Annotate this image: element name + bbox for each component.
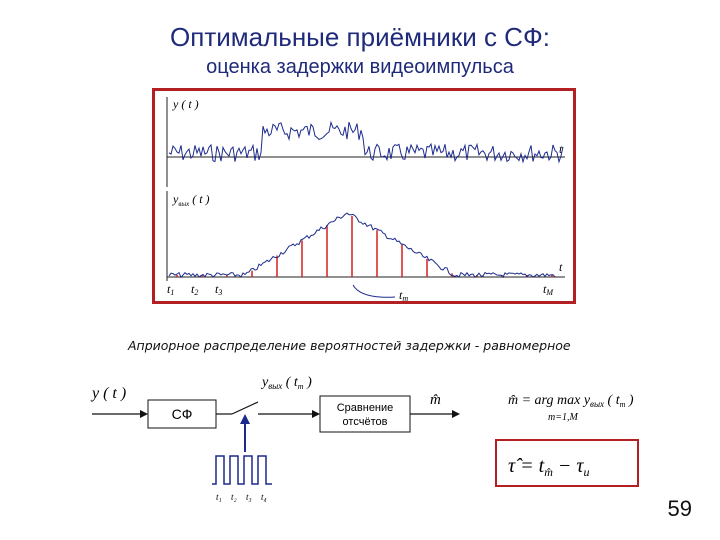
sample-label: yвых ( tm ) (260, 375, 312, 391)
argmax-underset: m=1,M (548, 412, 578, 423)
bottom-axis-label: t (559, 260, 563, 274)
t3-label: t3 (215, 282, 222, 297)
tM-label: tM (543, 282, 554, 297)
clock-arrow-head (240, 414, 250, 424)
clock-t3: t₃ (246, 492, 252, 502)
bottom-label: yвых ( t ) (172, 192, 210, 208)
signal-plot-frame: y ( t ) t yвых ( t ) t t1 t2 t3 tm tM (152, 88, 576, 304)
input-label: y ( t ) (90, 385, 126, 402)
output-arrow (452, 410, 460, 418)
output-label: m̂ (430, 392, 441, 408)
tm-label: tm (399, 288, 408, 301)
block-diagram: y ( t ) СФ yвых ( tm ) Сравнение отсчёто… (90, 375, 639, 502)
clock-pulse-train (212, 455, 272, 485)
t2-label: t2 (191, 282, 198, 297)
sampling-switch (231, 401, 259, 415)
switch-arrow (312, 410, 320, 418)
tm-pointer (352, 284, 396, 298)
clock-t2: t₂ (231, 492, 237, 502)
top-label: y ( t ) (172, 97, 199, 111)
sample-lines (176, 215, 553, 277)
slide-subtitle: оценка задержки видеоимпульса (206, 56, 514, 78)
signal-plot: y ( t ) t yвых ( t ) t t1 t2 t3 tm tM (166, 97, 565, 303)
compare-block (319, 395, 411, 433)
noisy-input-signal (168, 120, 564, 164)
prior-distribution-note: Априорное распределение вероятностей зад… (128, 338, 571, 353)
tau-formula-box (495, 439, 639, 487)
page-number: 59 (667, 496, 692, 521)
slide-title: Оптимальные приёмники с СФ: (170, 22, 550, 52)
argmax-formula: m̂ = arg max yвых ( tm ) (508, 393, 634, 409)
compare-line2: отсчётов (343, 416, 388, 428)
matched-filter-output (168, 212, 556, 279)
clock-t4: t₄ (261, 492, 267, 502)
compare-line1: Сравнение (337, 402, 394, 414)
tau-formula: τ̂ = tm̂ − τи (508, 455, 590, 479)
t1-label: t1 (167, 282, 174, 297)
clock-t1: t₁ (216, 492, 222, 502)
input-arrow (140, 410, 148, 418)
sf-label: СФ (172, 406, 193, 422)
top-axis-label: t (559, 142, 563, 156)
